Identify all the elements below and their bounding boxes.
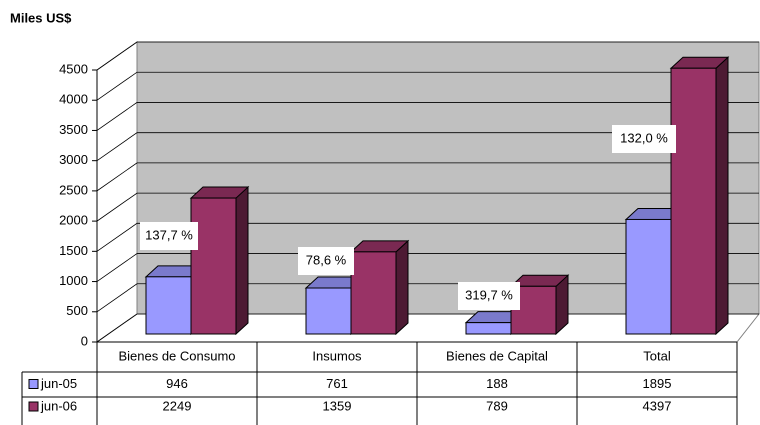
y-tick-label: 4500 bbox=[59, 61, 88, 76]
table-cell: 1359 bbox=[323, 398, 352, 413]
annotation: 78,6 % bbox=[306, 252, 347, 267]
bar-side bbox=[235, 185, 249, 336]
y-tick-label: 1500 bbox=[59, 243, 88, 258]
legend-swatch bbox=[28, 401, 39, 412]
bar bbox=[625, 218, 672, 335]
grid-line bbox=[96, 253, 759, 282]
bar bbox=[350, 251, 397, 335]
bar bbox=[670, 67, 717, 335]
annotation-box bbox=[612, 125, 676, 153]
table-cell: 2249 bbox=[163, 398, 192, 413]
grid-line bbox=[96, 222, 759, 252]
annotation: 137,7 % bbox=[145, 227, 193, 242]
annotation-box bbox=[140, 222, 198, 250]
y-axis-label: Miles US$ bbox=[10, 10, 72, 25]
table-cell: 4397 bbox=[643, 398, 672, 413]
x-tick-label: Bienes de Consumo bbox=[118, 348, 235, 363]
y-tick-label: 2000 bbox=[59, 213, 88, 228]
annotation-box bbox=[298, 247, 354, 275]
y-tick-label: 0 bbox=[81, 333, 88, 348]
annotation-box bbox=[458, 282, 520, 310]
table-cell: 761 bbox=[326, 376, 348, 391]
y-tick-label: 500 bbox=[66, 303, 88, 318]
table-cell: 188 bbox=[486, 376, 508, 391]
annotation: 132,0 % bbox=[620, 130, 668, 145]
y-tick-label: 3000 bbox=[59, 152, 88, 167]
bar bbox=[465, 322, 512, 335]
legend-swatch bbox=[28, 379, 39, 389]
grid-line bbox=[96, 192, 759, 222]
annotation: 319,7 % bbox=[465, 287, 513, 302]
bar bbox=[145, 276, 192, 335]
table-cell: 946 bbox=[166, 376, 188, 391]
bar bbox=[190, 197, 237, 335]
grid-line bbox=[96, 102, 759, 131]
legend-label: jun-05 bbox=[40, 376, 77, 391]
legend-label: jun-06 bbox=[40, 398, 77, 413]
grid-line bbox=[96, 41, 759, 71]
y-tick-label: 4000 bbox=[59, 92, 88, 107]
table-cell: 1895 bbox=[643, 376, 672, 391]
bar-side bbox=[715, 56, 729, 336]
grid-line bbox=[96, 71, 759, 101]
bar-side bbox=[395, 239, 409, 336]
y-tick-label: 3500 bbox=[59, 122, 88, 137]
grid-line bbox=[96, 162, 759, 192]
grid-line bbox=[96, 132, 759, 161]
y-tick-label: 2500 bbox=[59, 182, 88, 197]
side-wall bbox=[96, 41, 138, 343]
x-tick-label: Bienes de Capital bbox=[446, 348, 548, 363]
bar bbox=[305, 287, 352, 335]
x-tick-label: Insumos bbox=[312, 348, 362, 363]
table-cell: 789 bbox=[486, 398, 508, 413]
x-tick-label: Total bbox=[643, 348, 671, 363]
y-tick-label: 1000 bbox=[59, 273, 88, 288]
